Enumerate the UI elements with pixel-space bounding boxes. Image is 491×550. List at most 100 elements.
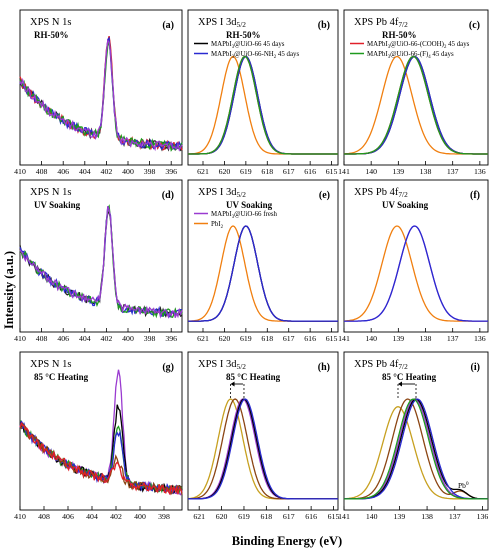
- shift-arrowhead: [398, 381, 402, 387]
- x-tick-label: 137: [449, 512, 461, 521]
- x-tick-label: 398: [144, 334, 156, 343]
- series-line-1: [188, 398, 338, 500]
- panel-title: XPS N 1s: [30, 187, 71, 198]
- panel-label: (d): [162, 190, 174, 201]
- chart-panel-a: 410 408 406 404 402 400 398 396 XPS N 1s RH-50% (a…: [14, 9, 183, 176]
- x-tick-label: 616: [304, 334, 316, 343]
- panel-label: (c): [469, 20, 480, 31]
- panel-label: (a): [162, 20, 174, 31]
- x-tick-label: 406: [62, 512, 74, 521]
- x-axis-title: Binding Energy (eV): [232, 534, 342, 548]
- series-line-5: [19, 421, 183, 496]
- series-line-1: [19, 206, 183, 318]
- series-line-3: [344, 55, 488, 155]
- x-tick-label: 400: [122, 334, 134, 343]
- x-tick-label: 621: [197, 334, 209, 343]
- x-tick-label: 615: [328, 512, 340, 521]
- legend-entry: MAPbI3​@UiO-66 45 days: [211, 41, 285, 50]
- panel-frame: [187, 179, 339, 333]
- x-tick-label: 618: [261, 334, 273, 343]
- x-tick-label: 620: [219, 167, 231, 176]
- x-tick-label: 402: [110, 512, 122, 521]
- panel-frame: [343, 9, 489, 166]
- series-line-3: [188, 225, 338, 322]
- x-tick-label: 138: [420, 167, 432, 176]
- panel-label: (f): [470, 190, 480, 201]
- chart-panel-f: 141 140 139 138 137 136 XPS Pb 4f7/2​UV Soakin…: [338, 179, 489, 343]
- panel-title: XPS I 3d5/2​: [198, 187, 246, 199]
- panel-frame: [19, 179, 183, 333]
- series-line-1: [19, 35, 183, 151]
- series-line-0: [344, 55, 488, 155]
- x-tick-label: 406: [57, 334, 69, 343]
- panel-condition: RH-50%: [34, 30, 69, 40]
- panel-title: XPS N 1s: [30, 17, 71, 28]
- series-line-4: [188, 398, 338, 500]
- panel-title: XPS I 3d5/2​: [198, 359, 246, 371]
- panel-frame: [19, 9, 183, 166]
- x-tick-label: 136: [477, 512, 489, 521]
- panel-condition: UV Soaking: [382, 200, 429, 210]
- x-tick-label: 400: [134, 512, 146, 521]
- panel-label: (i): [471, 362, 480, 373]
- legend-entry: MAPbI3​@UiO-66-(COOH)2​ 45 days: [367, 41, 470, 50]
- x-tick-label: 620: [216, 512, 228, 521]
- x-tick-label: 396: [165, 167, 177, 176]
- series-line-5: [344, 398, 488, 500]
- x-tick-label: 404: [79, 167, 91, 176]
- x-tick-label: 400: [122, 167, 134, 176]
- panel-title: XPS Pb 4f7/2​: [354, 359, 408, 371]
- x-tick-label: 139: [394, 512, 406, 521]
- panel-label: (h): [318, 362, 330, 373]
- x-tick-label: 408: [38, 512, 50, 521]
- x-tick-label: 138: [421, 512, 433, 521]
- series-line-2: [19, 36, 183, 151]
- x-tick-label: 141: [338, 167, 350, 176]
- shift-arrowhead: [230, 381, 235, 387]
- series-line-3: [19, 205, 183, 319]
- panel-frame: [19, 351, 183, 511]
- series-line-2: [19, 204, 183, 319]
- panel-frame: [343, 179, 489, 333]
- series-line-0: [187, 225, 338, 322]
- x-tick-label: 410: [14, 334, 26, 343]
- x-tick-label: 410: [14, 167, 26, 176]
- x-tick-label: 137: [447, 167, 459, 176]
- x-tick-label: 141: [338, 512, 350, 521]
- panel-frame: [187, 9, 339, 166]
- x-tick-label: 404: [79, 334, 91, 343]
- panel-condition: RH-50%: [226, 30, 261, 40]
- series-line-4: [188, 55, 338, 155]
- x-tick-label: 140: [365, 334, 377, 343]
- panel-condition: 85 °C Heating: [34, 372, 89, 382]
- x-tick-label: 141: [338, 334, 350, 343]
- series-line-1: [344, 55, 488, 155]
- x-tick-label: 619: [238, 512, 250, 521]
- legend-entry: PbI2​: [211, 221, 224, 230]
- x-tick-label: 618: [261, 167, 273, 176]
- x-tick-label: 408: [36, 334, 48, 343]
- x-tick-label: 617: [283, 334, 295, 343]
- x-tick-label: 615: [326, 167, 338, 176]
- x-tick-label: 398: [158, 512, 170, 521]
- panel-frame: [343, 351, 489, 511]
- x-tick-label: 402: [101, 167, 113, 176]
- x-tick-label: 621: [193, 512, 205, 521]
- series-line-2: [344, 55, 488, 155]
- series-line-1: [344, 225, 488, 322]
- series-line-2: [344, 225, 488, 322]
- panel-title: XPS Pb 4f7/2​: [354, 187, 408, 199]
- panel-condition: RH-50%: [382, 30, 417, 40]
- x-tick-label: 620: [219, 334, 231, 343]
- chart-panel-i: 141 140 139 138 137 136 XPS Pb 4f7/2​85 °C Hea…: [338, 351, 489, 521]
- x-tick-label: 616: [305, 512, 317, 521]
- chart-panel-g: 410 408 406 404 402 400 398 XPS N 1s 85 °C Heati…: [14, 351, 183, 521]
- x-tick-label: 410: [14, 512, 26, 521]
- series-line-4: [344, 55, 488, 155]
- panel-label: (b): [318, 20, 330, 31]
- panel-condition: 85 °C Heating: [382, 372, 437, 382]
- series-line-3: [19, 41, 183, 152]
- panel-label: (g): [162, 362, 174, 373]
- series-line-0: [19, 209, 183, 318]
